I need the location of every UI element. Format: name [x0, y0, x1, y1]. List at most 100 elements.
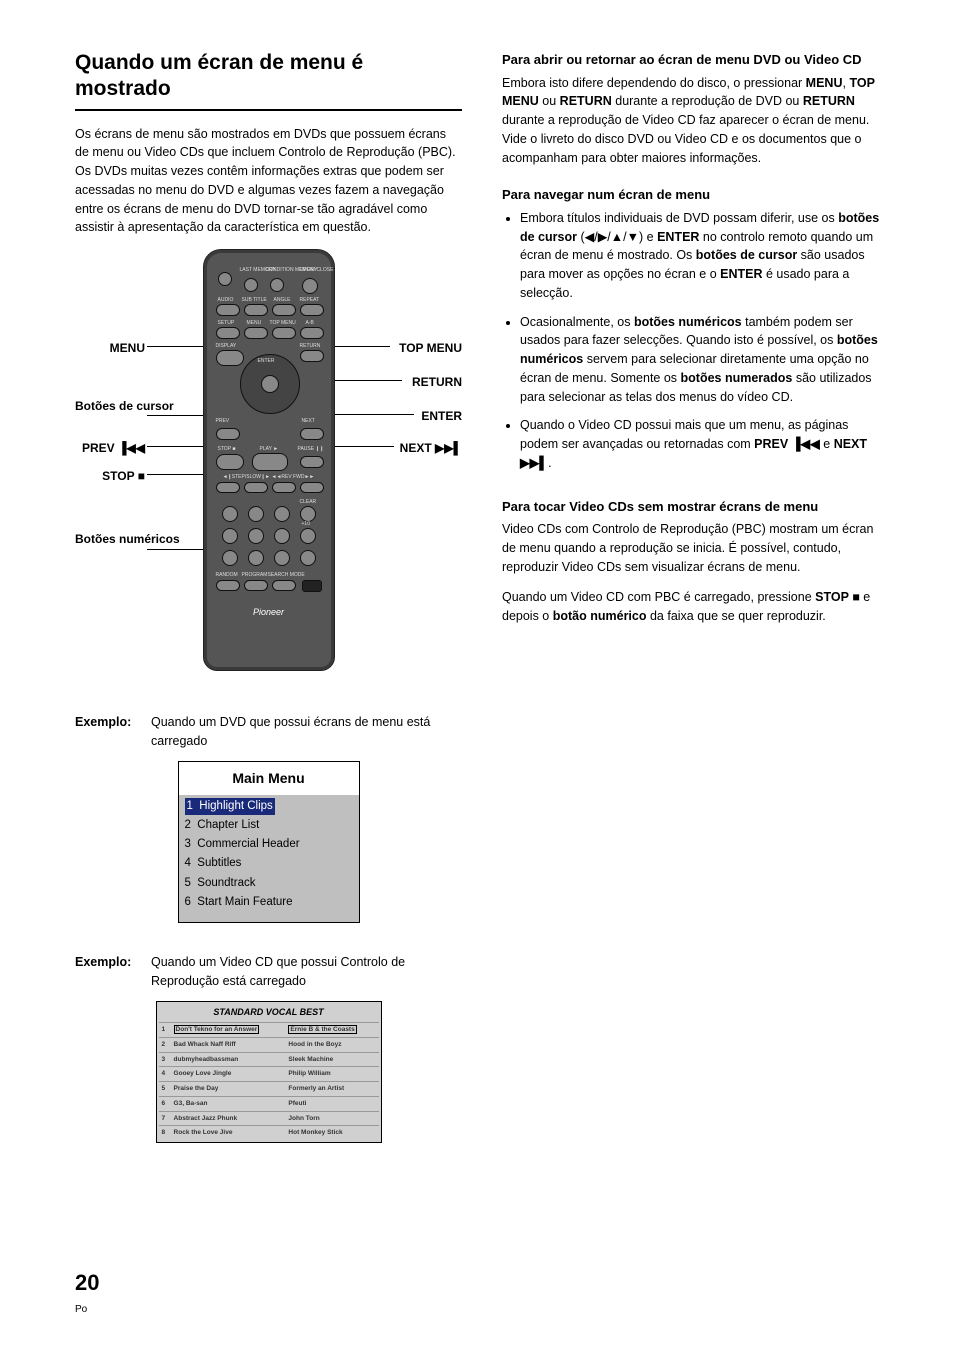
page: Quando um écran de menu é mostrado Os éc… — [0, 0, 954, 1348]
prev-btn-label: PREV — [216, 418, 230, 426]
clear-button — [300, 506, 316, 522]
rev-button — [272, 482, 296, 493]
label-return: RETURN — [412, 373, 462, 391]
num-5-button — [248, 528, 264, 544]
columns: Quando um écran de menu é mostrado Os éc… — [75, 50, 889, 1173]
table-row: 8Rock the Love JiveHot Monkey Stick — [159, 1126, 379, 1140]
leader — [323, 414, 414, 415]
main-menu-title: Main Menu — [179, 762, 359, 795]
step-fwd-button — [244, 482, 268, 493]
program-label: PROGRAM — [242, 572, 268, 580]
paragraph-pbc-instruction: Quando um Video CD com PBC é carregado, … — [502, 588, 889, 626]
label-prev: PREV ▐◀◀ — [75, 439, 145, 457]
table-row: 5Praise the DayFormerly an Artist — [159, 1082, 379, 1097]
num-6-button — [274, 528, 290, 544]
example-2-row: Exemplo: Quando um Video CD que possui C… — [75, 953, 462, 991]
stop-btn-label: STOP ■ — [218, 446, 236, 454]
open-close-button — [302, 278, 318, 294]
remote-body: LAST MEMORY CONDITION MEMORY OPEN/ CLOSE… — [203, 249, 335, 671]
num-9-button — [274, 550, 290, 566]
plus10-button — [300, 528, 316, 544]
subtitle-button — [244, 304, 268, 316]
page-language: Po — [75, 1304, 87, 1315]
paragraph-pbc-intro: Video CDs com Controlo de Reprodução (PB… — [502, 520, 889, 576]
label-botoes-cursor: Botões de cursor — [75, 399, 145, 413]
ir-window — [302, 580, 322, 592]
ab-button — [300, 327, 324, 339]
list-item: Quando o Video CD possui mais que um men… — [520, 416, 889, 472]
left-column: Quando um écran de menu é mostrado Os éc… — [75, 50, 462, 1173]
page-title: Quando um écran de menu é mostrado — [75, 50, 462, 103]
stepslow-label: ◄❙STEP/SLOW❙► ◄◄REV FWD►► — [216, 474, 322, 482]
intro-paragraph: Os écrans de menu são mostrados em DVDs … — [75, 125, 462, 238]
num-7-button — [222, 550, 238, 566]
num-1-button — [222, 506, 238, 522]
main-menu-item: 2 Chapter List — [185, 816, 353, 835]
prev-button — [216, 428, 240, 440]
example-1-text: Quando um DVD que possui écrans de menu … — [151, 713, 462, 751]
return-button — [300, 350, 324, 362]
paragraph-open-return: Embora isto difere dependendo do disco, … — [502, 74, 889, 168]
top-menu-button — [272, 327, 296, 339]
next-icon: ▶▶▌ — [435, 441, 462, 455]
repeat-button — [300, 304, 324, 316]
example-label: Exemplo: — [75, 713, 141, 751]
example-2-text: Quando um Video CD que possui Controlo d… — [151, 953, 462, 991]
num-0-button — [300, 550, 316, 566]
right-column: Para abrir ou retornar ao écran de menu … — [502, 50, 889, 1173]
table-row: 2Bad Whack Naff RiffHood in the Boyz — [159, 1037, 379, 1052]
remote-diagram: MENU Botões de cursor PREV ▐◀◀ STOP ■ Bo… — [75, 249, 462, 689]
display-button — [216, 350, 244, 366]
vcd-screenshot: STANDARD VOCAL BEST 1Don't Tekno for an … — [156, 1001, 382, 1144]
label-next: NEXT ▶▶▌ — [400, 439, 462, 457]
enter-button — [261, 375, 279, 393]
example-1-row: Exemplo: Quando um DVD que possui écrans… — [75, 713, 462, 751]
num-8-button — [248, 550, 264, 566]
table-row: 7Abstract Jazz PhunkJohn Torn — [159, 1111, 379, 1126]
pause-button — [300, 456, 324, 468]
power-button — [218, 272, 232, 286]
main-menu-item: 1 Highlight Clips — [185, 797, 353, 816]
label-stop: STOP ■ — [75, 467, 145, 485]
fwd-button — [300, 482, 324, 493]
list-item: Embora títulos individuais de DVD possam… — [520, 209, 889, 303]
label-botoes-numericos: Botões numéricos — [75, 532, 145, 546]
brand-label: Pioneer — [204, 606, 334, 620]
setup-button — [216, 327, 240, 339]
vcd-title: STANDARD VOCAL BEST — [159, 1006, 379, 1020]
leader — [323, 380, 402, 381]
title-rule — [75, 109, 462, 111]
label-enter: ENTER — [421, 407, 462, 425]
label-top-menu: TOP MENU — [399, 339, 462, 357]
main-menu-item: 4 Subtitles — [185, 854, 353, 873]
condition-memory-button — [270, 278, 284, 292]
num-2-button — [248, 506, 264, 522]
main-menu-item: 6 Start Main Feature — [185, 893, 353, 912]
navigate-list: Embora títulos individuais de DVD possam… — [502, 209, 889, 473]
search-label: SEARCH MODE — [268, 572, 305, 580]
page-number-value: 20 — [75, 1266, 99, 1299]
menu-button — [244, 327, 268, 339]
main-menu-item: 5 Soundtrack — [185, 874, 353, 893]
heading-navigate: Para navegar num écran de menu — [502, 185, 889, 205]
heading-play-without-menu: Para tocar Video CDs sem mostrar écrans … — [502, 497, 889, 517]
heading-open-return: Para abrir ou retornar ao écran de menu … — [502, 50, 889, 70]
step-rev-button — [216, 482, 240, 493]
condition-memory-label: CONDITION MEMORY — [266, 267, 290, 275]
last-memory-label: LAST MEMORY — [240, 267, 260, 275]
main-menu-screenshot: Main Menu 1 Highlight Clips 2 Chapter Li… — [178, 761, 360, 924]
random-button — [216, 580, 240, 591]
last-memory-button — [244, 278, 258, 292]
audio-button — [216, 304, 240, 316]
pause-btn-label: PAUSE ❙❙ — [298, 446, 324, 454]
play-button — [252, 453, 288, 471]
table-row: 4Gooey Love JinglePhilip William — [159, 1067, 379, 1082]
table-row: 1Don't Tekno for an AnswerErnie B & the … — [159, 1023, 379, 1038]
num-4-button — [222, 528, 238, 544]
next-btn-label: NEXT — [302, 418, 315, 426]
main-menu-item: 3 Commercial Header — [185, 835, 353, 854]
search-button — [272, 580, 296, 591]
next-button — [300, 428, 324, 440]
page-number: 20 Po — [75, 1266, 99, 1318]
list-item: Ocasionalmente, os botões numéricos tamb… — [520, 313, 889, 407]
